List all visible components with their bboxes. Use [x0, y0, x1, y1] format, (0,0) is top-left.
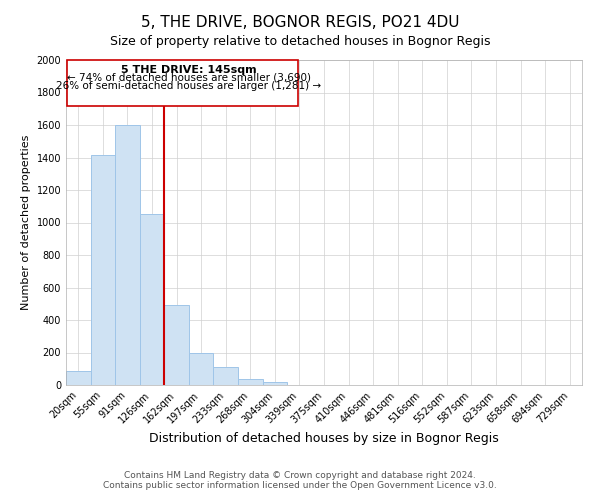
- Bar: [66, 371, 91, 385]
- Bar: [238, 378, 263, 385]
- Text: Size of property relative to detached houses in Bognor Regis: Size of property relative to detached ho…: [110, 35, 490, 48]
- X-axis label: Distribution of detached houses by size in Bognor Regis: Distribution of detached houses by size …: [149, 432, 499, 445]
- Bar: [189, 352, 214, 385]
- Y-axis label: Number of detached properties: Number of detached properties: [21, 135, 31, 310]
- Bar: [115, 125, 140, 385]
- Bar: [164, 306, 189, 385]
- Bar: [91, 155, 115, 385]
- FancyBboxPatch shape: [67, 60, 298, 106]
- Bar: [214, 367, 238, 385]
- Bar: [263, 382, 287, 385]
- Text: Contains HM Land Registry data © Crown copyright and database right 2024.
Contai: Contains HM Land Registry data © Crown c…: [103, 470, 497, 490]
- Text: 26% of semi-detached houses are larger (1,281) →: 26% of semi-detached houses are larger (…: [56, 81, 322, 91]
- Text: 5 THE DRIVE: 145sqm: 5 THE DRIVE: 145sqm: [121, 65, 257, 75]
- Bar: [140, 214, 164, 385]
- Text: 5, THE DRIVE, BOGNOR REGIS, PO21 4DU: 5, THE DRIVE, BOGNOR REGIS, PO21 4DU: [141, 15, 459, 30]
- Text: ← 74% of detached houses are smaller (3,690): ← 74% of detached houses are smaller (3,…: [67, 73, 311, 83]
